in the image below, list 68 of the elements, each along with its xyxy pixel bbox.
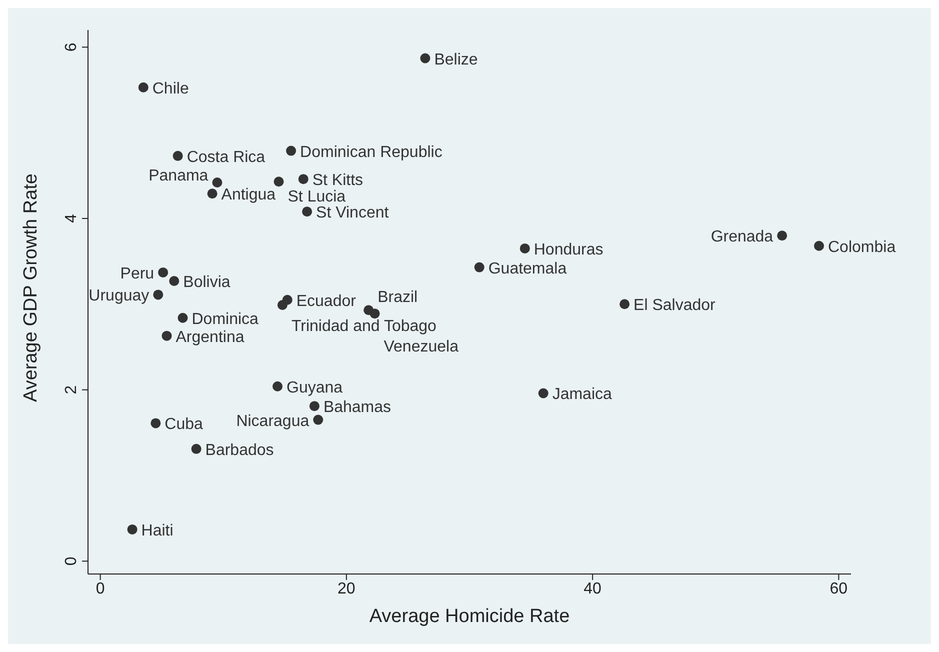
annotation: Jamaica: [552, 386, 612, 404]
annotation: Grenada: [710, 228, 774, 246]
annotation: Haiti: [141, 522, 174, 540]
point: [286, 146, 296, 156]
y-tick-label: 6: [63, 42, 80, 52]
annotation: Bahamas: [323, 399, 392, 416]
annotation: Barbados: [205, 442, 274, 459]
point: [169, 276, 180, 286]
point: [172, 150, 183, 161]
point: [298, 174, 308, 184]
point: [520, 243, 530, 254]
point: [150, 418, 161, 428]
annotation: Honduras: [534, 241, 604, 258]
annotation: Bolivia: [183, 274, 230, 292]
point: [538, 388, 548, 398]
annotation: Trinidad and Tobago: [291, 318, 437, 335]
y-tick-label: 0: [63, 556, 80, 566]
point: [420, 53, 430, 64]
annotation: St Lucia: [288, 188, 346, 206]
annotation: Antigua: [221, 186, 276, 204]
point: [370, 308, 380, 319]
annotation: St Kitts: [312, 172, 364, 190]
annotation: Venezuela: [384, 338, 459, 356]
annotation: El Salvador: [634, 297, 716, 314]
annotation: Guyana: [286, 379, 343, 396]
point: [207, 188, 218, 199]
annotation: Belize: [434, 51, 478, 68]
annotation: Guatemala: [488, 260, 567, 278]
point: [127, 524, 138, 534]
point: [309, 401, 320, 412]
annotation: Peru: [120, 265, 154, 282]
annotation: Brazil: [378, 289, 418, 306]
point: [153, 290, 164, 300]
x-tick-label: 40: [584, 580, 602, 598]
point: [212, 177, 222, 188]
annotation: St Vincent: [316, 204, 390, 222]
point: [274, 176, 284, 187]
annotation: Chile: [152, 80, 189, 98]
x-axis-title: Average Homicide Rate: [369, 606, 570, 627]
annotation: Costa Rica: [186, 148, 266, 166]
point: [313, 414, 324, 425]
annotation: Argentina: [176, 328, 244, 346]
point: [302, 206, 312, 217]
annotation: Nicaragua: [236, 412, 310, 430]
point: [138, 82, 148, 92]
point: [158, 267, 168, 278]
point: [191, 444, 202, 454]
annotation: Colombia: [828, 238, 896, 256]
annotation: Ecuador: [296, 292, 357, 310]
point: [178, 312, 188, 323]
annotation: Uruguay: [88, 288, 150, 305]
annotation: Dominica: [192, 310, 259, 328]
annotation: Panama: [148, 167, 208, 184]
x-tick-label: 20: [338, 580, 356, 598]
y-axis-title: Average GDP Growth Rate: [20, 174, 42, 402]
x-tick-label: 60: [830, 580, 848, 598]
annotation: Cuba: [164, 416, 204, 434]
x-tick-label: 0: [96, 580, 105, 598]
point: [777, 230, 788, 241]
point: [620, 299, 630, 310]
point: [277, 300, 288, 310]
point: [474, 262, 484, 272]
point: [272, 381, 283, 392]
point: [162, 330, 172, 341]
y-tick-label: 4: [63, 214, 80, 223]
point: [814, 240, 824, 251]
y-tick-label: 2: [63, 385, 80, 394]
annotation: Dominican Republic: [300, 144, 442, 161]
